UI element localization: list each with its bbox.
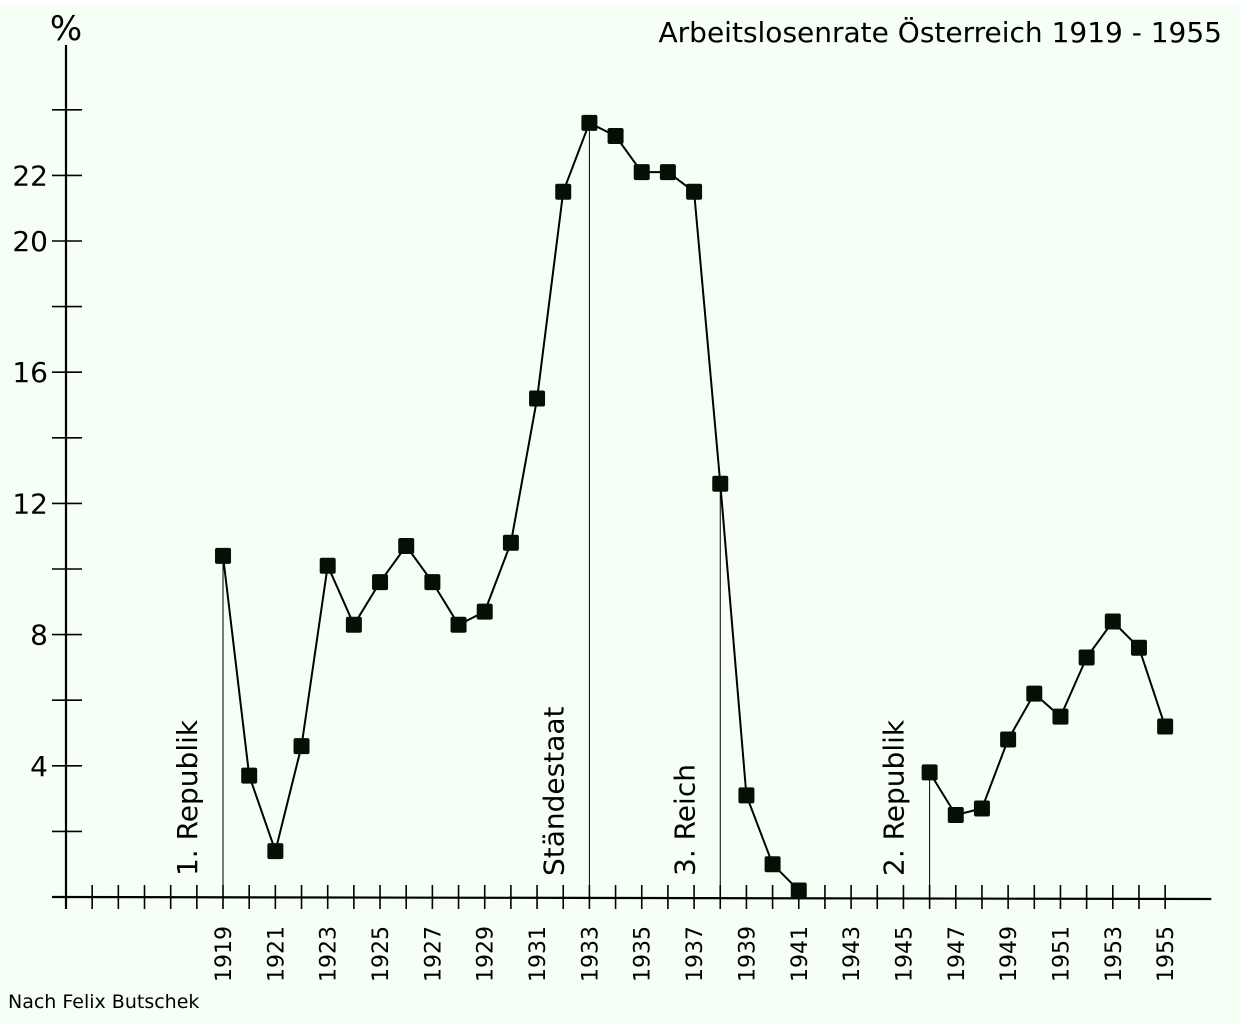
data-point bbox=[581, 114, 598, 131]
data-point bbox=[345, 616, 362, 633]
y-tick-label: 4 bbox=[30, 750, 48, 783]
x-axis-line bbox=[51, 895, 1212, 901]
data-point bbox=[1157, 718, 1174, 735]
data-point bbox=[319, 557, 336, 574]
data-point bbox=[659, 164, 676, 181]
series-line bbox=[928, 620, 1167, 816]
y-tick-label: 12 bbox=[12, 487, 48, 520]
x-tick-label: 1919 bbox=[212, 926, 237, 982]
y-tick-label: 16 bbox=[12, 356, 48, 389]
chart-title: Arbeitslosenrate Österreich 1919 - 1955 bbox=[659, 15, 1222, 49]
data-point bbox=[1104, 613, 1121, 630]
x-tick-label: 1947 bbox=[945, 926, 970, 982]
x-tick-label: 1953 bbox=[1102, 926, 1127, 982]
period-marker-lines bbox=[222, 122, 931, 909]
data-point bbox=[1000, 731, 1017, 748]
x-tick-label: 1925 bbox=[369, 926, 394, 982]
data-point bbox=[1130, 639, 1147, 656]
x-tick-label: 1951 bbox=[1049, 926, 1074, 982]
data-point bbox=[947, 807, 964, 823]
data-point bbox=[372, 574, 389, 591]
x-tick-label: 1941 bbox=[788, 926, 813, 982]
period-label: 1. Republik bbox=[171, 719, 204, 876]
data-point bbox=[712, 475, 729, 492]
axes: 4 8 12 16 20 22 1919 1921 1923 1925 1927 1929 1931 19… bbox=[12, 45, 1212, 982]
data-point bbox=[450, 616, 467, 633]
x-tick-label: 1955 bbox=[1154, 926, 1179, 982]
period-labels: 1. Republik Ständestaat 3. Reich 2. Republi… bbox=[171, 706, 911, 876]
x-tick-label: 1927 bbox=[421, 926, 446, 982]
series-unemployment bbox=[215, 114, 1174, 899]
data-point bbox=[607, 128, 624, 145]
chart-background bbox=[0, 6, 1240, 1024]
x-tick-label: 1943 bbox=[840, 926, 865, 982]
y-tick-label: 8 bbox=[30, 619, 48, 652]
period-label: Ständestaat bbox=[537, 706, 570, 876]
x-tick-label: 1937 bbox=[683, 926, 708, 982]
x-tick-label: 1929 bbox=[474, 926, 499, 982]
x-tick-label: 1931 bbox=[526, 926, 551, 982]
period-label: 2. Republik bbox=[878, 719, 911, 876]
data-point bbox=[476, 603, 493, 620]
data-point bbox=[529, 390, 546, 407]
x-tick-label: 1939 bbox=[735, 926, 760, 982]
data-point bbox=[555, 183, 572, 200]
x-tick-label: 1949 bbox=[997, 926, 1022, 982]
data-point bbox=[1026, 685, 1043, 702]
period-label: 3. Reich bbox=[668, 764, 701, 876]
data-point bbox=[764, 856, 781, 873]
x-tick-label: 1935 bbox=[631, 926, 656, 982]
data-point bbox=[633, 164, 650, 181]
source-note: Nach Felix Butschek bbox=[8, 991, 199, 1013]
x-tick-label: 1923 bbox=[317, 926, 342, 982]
y-tick-label: 20 bbox=[12, 225, 48, 258]
x-tick-label: 1933 bbox=[578, 926, 603, 982]
data-point bbox=[215, 547, 232, 564]
data-point bbox=[921, 764, 938, 781]
y-tick-label: 22 bbox=[12, 159, 48, 192]
data-point bbox=[502, 534, 519, 551]
data-point bbox=[398, 538, 415, 555]
x-tick-label: 1921 bbox=[264, 926, 289, 982]
data-point bbox=[241, 767, 258, 784]
data-point bbox=[1052, 708, 1069, 725]
data-point bbox=[424, 574, 441, 591]
data-point bbox=[1078, 649, 1095, 666]
x-tick-label: 1945 bbox=[892, 926, 917, 982]
data-point bbox=[738, 787, 755, 804]
data-point bbox=[267, 843, 284, 860]
y-axis-label: % bbox=[50, 9, 82, 49]
data-point bbox=[790, 882, 807, 899]
data-point bbox=[686, 183, 703, 200]
data-point bbox=[293, 738, 310, 755]
data-point bbox=[973, 800, 990, 817]
